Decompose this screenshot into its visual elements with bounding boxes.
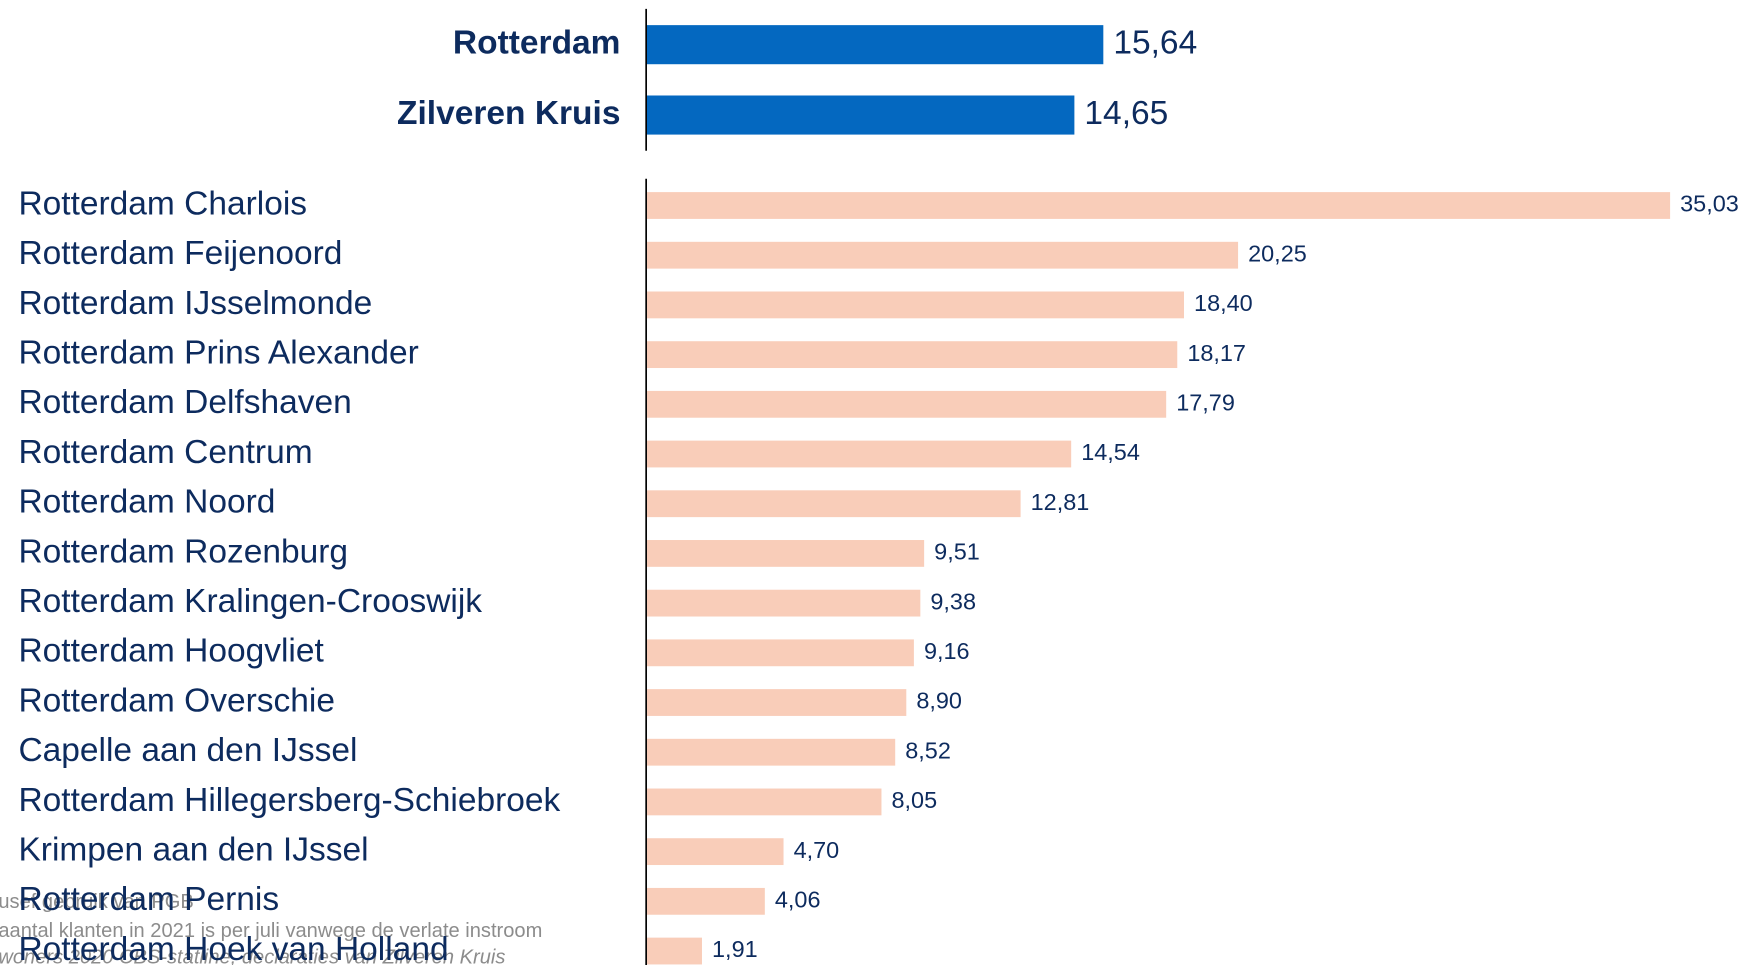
category-label: Zilveren Kruis [397,95,620,132]
category-label: Rotterdam Pernis [18,881,279,918]
value-label: 8,90 [916,688,962,714]
category-label: Rotterdam Delfshaven [18,384,351,421]
category-label: Rotterdam Rozenburg [18,533,348,570]
bar [646,390,1167,418]
value-label: 9,51 [934,539,980,565]
value-label: 17,79 [1176,390,1235,416]
bar [646,241,1239,269]
bar [646,689,907,716]
bar [646,341,1178,369]
bar [646,540,925,567]
value-label: 12,81 [1031,489,1090,515]
bar [646,192,1671,219]
bar [646,440,1072,468]
bar [646,738,896,766]
bar [646,887,765,915]
category-label: Rotterdam Hoogvliet [18,633,324,670]
value-label: 14,65 [1084,95,1168,132]
value-label: 8,52 [905,737,951,763]
category-label: Rotterdam Charlois [18,185,307,222]
bar [646,838,784,866]
value-label: 14,54 [1081,439,1140,465]
category-label: Rotterdam [453,25,621,62]
value-label: 18,40 [1194,290,1253,316]
bar [646,95,1075,135]
bar [646,937,702,965]
footnote: woners 2020 CBS-statline, declaraties va… [0,947,505,965]
value-label: 18,17 [1187,340,1246,366]
bar [646,639,914,667]
category-label: Rotterdam Hillegersberg-Schiebroek [18,782,560,819]
value-label: 4,70 [794,837,840,863]
value-label: 35,03 [1680,191,1739,217]
footnote: usef gebruik van PGB [0,891,194,913]
value-label: 4,06 [775,887,821,913]
value-label: 9,38 [930,588,976,614]
footnote: aantal klanten in 2021 is per juli vanwe… [0,920,542,942]
bar [646,788,882,816]
value-label: 1,91 [712,936,758,962]
value-label: 8,05 [892,787,938,813]
category-label: Rotterdam IJsselmonde [18,285,372,322]
bar [646,589,921,617]
category-label: Rotterdam Hoek van Holland [18,931,448,965]
category-label: Rotterdam Prins Alexander [18,334,418,371]
value-label: 20,25 [1248,240,1307,266]
value-label: 9,16 [924,638,970,664]
category-label: Rotterdam Noord [18,484,275,521]
category-label: Rotterdam Feijenoord [18,235,342,272]
bar [646,291,1184,319]
category-label: Rotterdam Centrum [18,434,312,471]
category-label: Rotterdam Kralingen-Crooswijk [18,583,482,620]
category-label: Capelle aan den IJssel [18,732,357,769]
category-label: Krimpen aan den IJssel [18,831,368,868]
value-label: 15,64 [1113,25,1197,62]
bar [646,490,1021,518]
bar [646,25,1104,65]
category-label: Rotterdam Overschie [18,682,334,719]
